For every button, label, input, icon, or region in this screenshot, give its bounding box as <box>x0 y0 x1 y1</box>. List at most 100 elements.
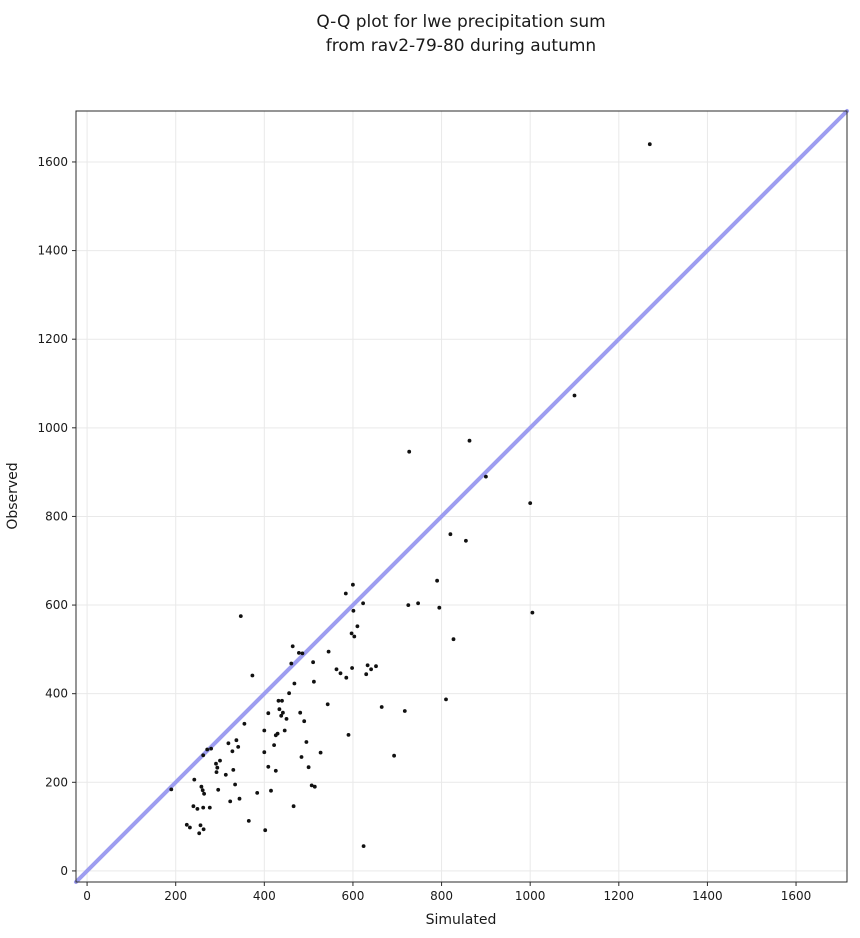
y-tick-label: 1200 <box>37 332 68 346</box>
scatter-point <box>216 787 221 792</box>
scatter-point <box>416 601 420 606</box>
x-axis-label: Simulated <box>426 912 497 928</box>
scatter-point <box>444 697 448 702</box>
chart-title-line-1: Q-Q plot for lwe precipitation sum <box>316 12 605 32</box>
x-tick-label: 1000 <box>515 889 546 903</box>
scatter-point <box>334 667 339 672</box>
scatter-point <box>255 791 260 795</box>
scatter-point <box>201 753 206 758</box>
scatter-point <box>350 666 354 670</box>
scatter-point <box>484 474 488 479</box>
scatter-point <box>197 831 202 836</box>
scatter-point <box>266 764 271 769</box>
scatter-point <box>284 717 289 721</box>
scatter-point <box>352 634 357 639</box>
scatter-point <box>312 784 317 789</box>
scatter-point <box>467 438 472 443</box>
scatter-point <box>233 782 238 787</box>
chart-title-line-2: from rav2-79-80 during autumn <box>326 36 596 56</box>
scatter-point <box>246 819 251 823</box>
scatter-point <box>262 750 267 755</box>
scatter-point <box>325 702 330 707</box>
scatter-point <box>281 710 285 715</box>
scatter-point <box>287 691 291 696</box>
scatter-point <box>223 772 228 777</box>
scatter-point <box>184 822 189 827</box>
scatter-point <box>231 768 236 772</box>
scatter-point <box>269 788 273 793</box>
scatter-point <box>355 624 360 629</box>
y-tick-label: 1400 <box>37 244 68 258</box>
axis-frame-layer <box>75 110 848 883</box>
scatter-point <box>238 614 243 618</box>
scatter-point <box>228 799 233 804</box>
scatter-point <box>297 651 301 655</box>
x-tick-label: 600 <box>341 889 364 903</box>
scatter-point <box>304 740 309 744</box>
scatter-point <box>435 578 439 583</box>
grid-layer <box>76 111 847 882</box>
scatter-point <box>201 805 206 810</box>
scatter-point <box>192 777 197 782</box>
scatter-point <box>379 705 384 709</box>
x-tick-label: 1600 <box>781 889 812 903</box>
scatter-point <box>214 770 219 774</box>
scatter-point <box>392 753 396 758</box>
scatter-point <box>302 719 307 724</box>
x-tick-label: 1200 <box>604 889 635 903</box>
scatter-point <box>273 768 278 773</box>
scatter-point <box>291 804 296 809</box>
x-tick-label: 200 <box>164 889 187 903</box>
x-tick-label: 0 <box>83 889 91 903</box>
scatter-point <box>298 710 303 715</box>
axis-frame <box>75 110 848 883</box>
scatter-point <box>451 637 456 642</box>
reference-line-layer <box>74 109 849 884</box>
scatter-point <box>365 663 370 668</box>
scatter-point <box>272 743 276 747</box>
scatter-point <box>218 758 222 763</box>
scatter-point <box>262 728 267 733</box>
scatter-point <box>290 644 295 649</box>
scatter-point <box>242 721 247 726</box>
y-axis-label: Observed <box>5 462 21 529</box>
scatter-point <box>364 672 369 677</box>
scatter-point <box>406 603 411 607</box>
scatter-point <box>214 761 218 766</box>
scatter-point <box>191 804 196 809</box>
scatter-point <box>311 660 315 665</box>
scatter-point <box>236 745 241 749</box>
x-tick-label: 800 <box>430 889 453 903</box>
scatter-point <box>338 671 343 676</box>
scatter-point <box>280 698 284 703</box>
scatter-point <box>215 765 220 770</box>
scatter-point <box>346 733 351 737</box>
scatter-point <box>200 788 205 793</box>
scatter-point <box>279 713 284 718</box>
scatter-point <box>234 738 239 743</box>
y-tick-label: 1600 <box>37 155 68 169</box>
scatter-points-layer <box>169 142 652 848</box>
scatter-point <box>250 673 255 678</box>
y-tick-label: 800 <box>45 509 68 523</box>
scatter-point <box>351 608 356 613</box>
scatter-point <box>195 807 200 811</box>
scatter-point <box>437 605 442 610</box>
scatter-point <box>263 828 268 833</box>
scatter-point <box>361 601 365 606</box>
scatter-point <box>448 532 453 537</box>
scatter-point <box>344 675 349 680</box>
scatter-point <box>309 783 314 788</box>
scatter-point <box>199 784 204 789</box>
tick-layer: 0 200 400 600 800 1000 1200 1400 1600 0 200 400 600 8… <box>37 155 811 903</box>
y-tick-label: 400 <box>45 687 68 701</box>
scatter-point <box>201 827 206 832</box>
scatter-point <box>361 844 366 848</box>
scatter-point <box>349 631 354 636</box>
scatter-point <box>351 582 355 587</box>
scatter-point <box>266 711 271 716</box>
scatter-point <box>299 755 304 759</box>
scatter-point <box>198 823 203 828</box>
